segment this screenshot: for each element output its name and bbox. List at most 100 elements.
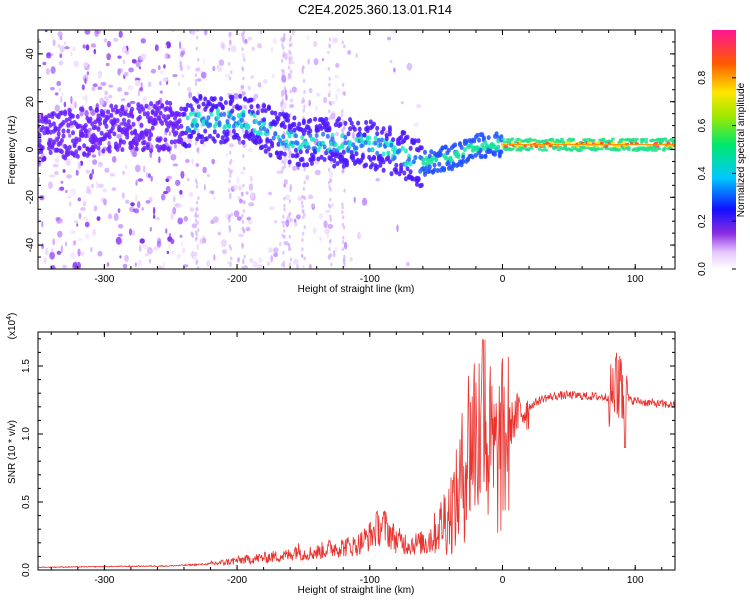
- spectrogram-cell: [243, 105, 246, 109]
- spectrogram-cell: [242, 258, 245, 263]
- spectrogram-cell: [399, 168, 404, 174]
- spectrogram-cell: [98, 116, 103, 122]
- spectrogram-cell: [187, 178, 190, 182]
- spectrogram-cell: [245, 191, 249, 195]
- spectrogram-cell: [120, 104, 125, 110]
- spectrogram-cell: [95, 181, 99, 189]
- spectrogram-cell: [283, 228, 286, 233]
- spectrogram-cell: [421, 160, 426, 166]
- spectrogram-cell: [481, 145, 486, 151]
- spectrogram-cell: [139, 54, 146, 61]
- spectrogram-cell: [171, 111, 176, 117]
- spectrogram-cell: [116, 133, 122, 139]
- spectrogram-cell: [281, 169, 284, 174]
- spectrogram-cell: [361, 197, 368, 206]
- spectrogram-cell: [579, 148, 583, 152]
- spectrogram-cell: [267, 191, 273, 196]
- spectrogram-cell: [115, 118, 120, 123]
- spectrogram-cell: [241, 192, 244, 197]
- spectrogram-cell: [386, 142, 391, 148]
- spectrogram-cell: [139, 87, 144, 92]
- spectrogram-cell: [337, 145, 341, 151]
- spectrogram-cell: [96, 216, 101, 222]
- y-tick-label: 20: [25, 96, 36, 108]
- spectrogram-cell: [206, 260, 210, 267]
- spectrogram-cell: [109, 112, 114, 118]
- spectrogram-cell: [137, 89, 141, 97]
- spectrogram-cell: [70, 188, 76, 196]
- spectrogram-cell: [188, 133, 193, 139]
- spectrogram-cell: [180, 47, 186, 51]
- spectrogram-cell: [242, 153, 245, 158]
- spectrogram-cell: [74, 149, 79, 155]
- spectrogram-cell: [38, 44, 41, 50]
- spectrogram-cell: [213, 254, 216, 261]
- spectrogram-cell: [292, 122, 297, 127]
- spectrogram-cell: [327, 93, 331, 98]
- spectrogram-cell: [343, 140, 348, 146]
- spectrogram-cell: [469, 143, 474, 149]
- spectrogram-cell: [195, 46, 198, 51]
- spectrogram-cell: [289, 129, 294, 135]
- spectrogram-cell: [118, 139, 123, 145]
- spectrogram-cell: [117, 127, 122, 133]
- spectrogram-cell: [306, 34, 310, 41]
- spectrogram-cell: [66, 174, 72, 179]
- spectrogram-cell: [485, 143, 490, 149]
- spectrogram-cell: [206, 115, 211, 121]
- spectrogram-cell: [540, 148, 545, 152]
- spectrogram-cell: [302, 231, 305, 236]
- spectrogram-cell: [54, 104, 60, 112]
- spectrogram-cell: [610, 141, 615, 145]
- spectrogram-cell: [135, 79, 141, 87]
- spectrogram-cell: [77, 123, 82, 129]
- spectrogram-cell: [415, 181, 419, 187]
- spectrogram-cell: [216, 115, 220, 121]
- spectrogram-cell: [410, 176, 415, 182]
- spectrogram-cell: [229, 170, 232, 175]
- spectrogram-cell: [364, 140, 369, 145]
- spectrogram-cell: [505, 138, 510, 142]
- spectrogram-cell: [228, 224, 231, 229]
- spectrogram-cell: [59, 149, 64, 155]
- spectrogram-cell: [340, 142, 345, 148]
- spectrogram-cell: [282, 223, 285, 228]
- spectrogram-cell: [113, 213, 119, 221]
- spectrogram-cell: [343, 241, 348, 250]
- spectrogram-cell: [117, 233, 123, 237]
- y-tick-label: 0.0: [21, 563, 32, 577]
- spectrogram-cell: [387, 127, 392, 133]
- spectrogram-cell: [222, 43, 226, 51]
- spectrogram-cell: [282, 124, 287, 130]
- spectrogram-cell: [301, 247, 304, 252]
- spectrogram-cell: [144, 103, 149, 109]
- spectrogram-cell: [240, 171, 245, 175]
- spectrogram-cell: [70, 96, 73, 104]
- spectrogram-cell: [288, 56, 291, 61]
- spectrogram-cell: [302, 265, 305, 269]
- spectrogram-cell: [156, 240, 162, 248]
- spectrogram-cell: [329, 178, 332, 182]
- spectrogram-cell: [70, 229, 76, 235]
- spectrogram-cell: [141, 134, 146, 140]
- spectrogram-cell: [124, 254, 129, 262]
- snr-series-line: [38, 338, 675, 569]
- spectrogram-cell: [329, 217, 332, 222]
- spectrogram-cell: [203, 128, 208, 134]
- spectrogram-cell: [364, 120, 369, 125]
- spectrogram-cell: [352, 126, 357, 132]
- spectrogram-cell: [196, 78, 202, 82]
- spectrogram-cell: [305, 174, 310, 181]
- spectrogram-cell: [131, 59, 137, 64]
- spectrogram-cell: [561, 140, 566, 144]
- spectrogram-cell: [249, 192, 255, 200]
- spectrogram-cell: [405, 134, 410, 140]
- spectrogram-cell: [73, 240, 77, 246]
- spectrogram-cell: [252, 261, 258, 268]
- spectrogram-cell: [46, 52, 52, 59]
- spectrogram-cell: [65, 189, 68, 194]
- spectrogram-cell: [239, 123, 244, 129]
- spectrogram-cell: [115, 236, 122, 245]
- spectrogram-cell: [172, 206, 177, 215]
- spectrogram-cell: [157, 237, 162, 244]
